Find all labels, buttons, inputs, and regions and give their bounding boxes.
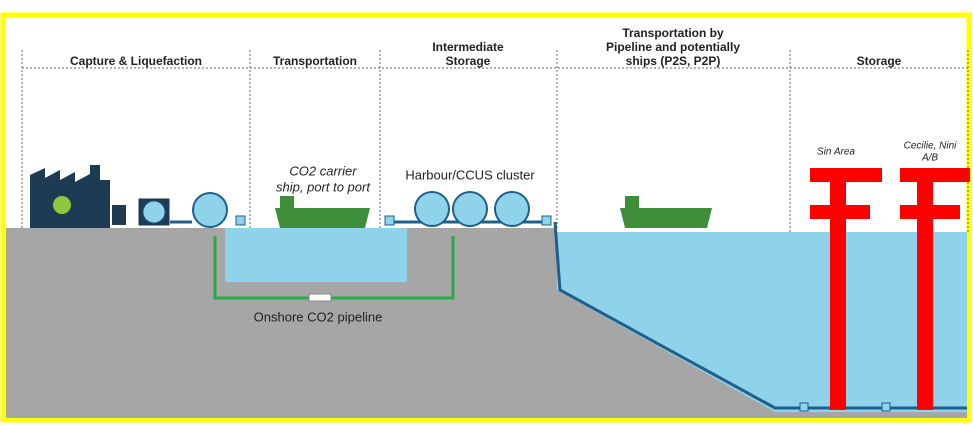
label: CO2 carrier <box>289 163 357 178</box>
section-header: Transportation <box>273 54 357 68</box>
valve <box>541 215 552 226</box>
ship <box>620 196 712 228</box>
valve <box>881 402 891 412</box>
pipe-marker <box>308 293 332 302</box>
factory-icon <box>53 196 71 214</box>
section-header: ships (P2S, P2P) <box>626 54 721 68</box>
valve <box>799 402 809 412</box>
label: Cecilie, Nini <box>904 141 958 152</box>
label: Onshore CO2 pipeline <box>254 309 383 324</box>
ship <box>275 196 370 228</box>
unit <box>112 205 126 225</box>
tank <box>414 191 450 227</box>
tank <box>494 191 530 227</box>
section-header: Capture & Liquefaction <box>70 54 202 68</box>
subsea-pipeline <box>553 221 967 410</box>
platform <box>810 168 882 410</box>
section-header: Intermediate <box>432 40 504 54</box>
onshore-pipeline <box>213 236 455 300</box>
factory <box>30 165 110 228</box>
label: Sin Area <box>817 147 855 158</box>
valve <box>384 215 395 226</box>
valve <box>235 215 246 226</box>
basin <box>225 228 407 282</box>
label: Harbour/CCUS cluster <box>405 167 535 182</box>
label: A/B <box>921 153 938 164</box>
platform <box>900 168 970 410</box>
section-header: Storage <box>446 54 491 68</box>
label: ship, port to port <box>276 179 371 194</box>
section-header: Pipeline and potentially <box>606 40 740 54</box>
section-header: Storage <box>857 54 902 68</box>
dividers <box>21 50 969 232</box>
section-header: Transportation by <box>622 26 724 40</box>
tank <box>192 192 228 228</box>
tank <box>452 191 488 227</box>
compressor-tank <box>142 200 166 224</box>
